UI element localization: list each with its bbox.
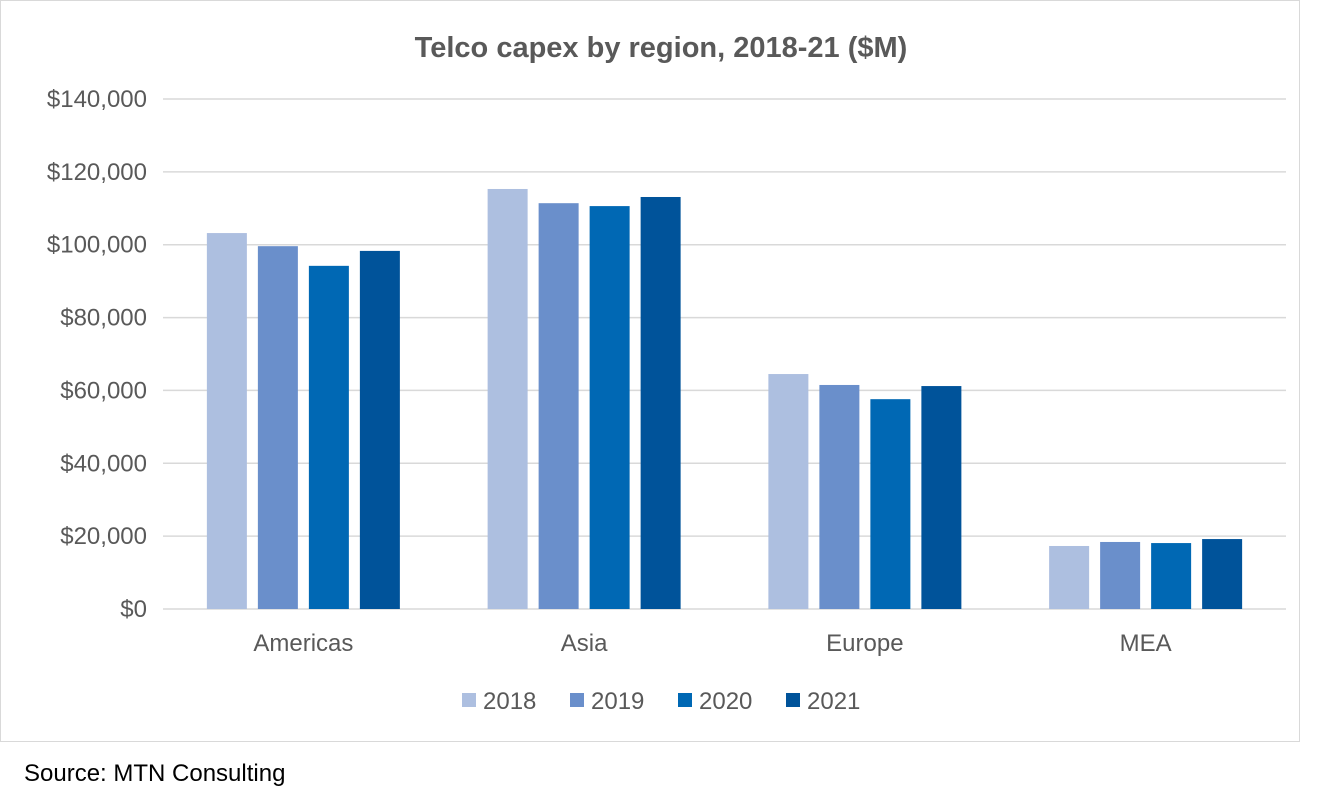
bar-asia-2020 <box>589 206 630 609</box>
y-tick-label: $120,000 <box>47 159 147 186</box>
bar-europe-2019 <box>819 384 860 609</box>
bar-americas-2018 <box>206 233 247 610</box>
y-tick-label: $0 <box>120 596 147 623</box>
y-tick-label: $140,000 <box>47 86 147 113</box>
chart-container: Telco capex by region, 2018-21 ($M) $0 $2… <box>0 0 1300 742</box>
source-note: Source: MTN Consulting <box>24 760 286 787</box>
x-tick-label: Europe <box>826 630 903 657</box>
bar-mea-2019 <box>1100 541 1141 609</box>
bar-europe-2018 <box>768 374 809 609</box>
y-tick-label: $80,000 <box>60 305 147 332</box>
bar-americas-2020 <box>308 265 349 609</box>
bar-asia-2018 <box>487 188 528 609</box>
legend-swatch-2019 <box>570 693 584 707</box>
bar-europe-2020 <box>870 399 911 609</box>
bar-europe-2021 <box>921 386 962 609</box>
legend-swatch-2021 <box>786 693 800 707</box>
legend-label-2019: 2019 <box>591 688 644 715</box>
bar-asia-2019 <box>538 203 579 609</box>
bar-chart: Telco capex by region, 2018-21 ($M) $0 $2… <box>47 32 1286 715</box>
legend-swatch-2020 <box>678 693 692 707</box>
legend-label-2020: 2020 <box>699 688 752 715</box>
bar-mea-2018 <box>1049 545 1090 609</box>
x-tick-label: Asia <box>561 630 608 657</box>
bar-americas-2021 <box>359 250 400 609</box>
bar-asia-2021 <box>640 196 681 609</box>
y-tick-label: $40,000 <box>60 450 147 477</box>
x-tick-label: MEA <box>1120 630 1172 657</box>
y-tick-label: $60,000 <box>60 377 147 404</box>
chart-title: Telco capex by region, 2018-21 ($M) <box>415 32 908 64</box>
bar-mea-2021 <box>1202 539 1243 609</box>
legend-label-2018: 2018 <box>483 688 536 715</box>
legend-label-2021: 2021 <box>807 688 860 715</box>
bar-mea-2020 <box>1151 543 1192 609</box>
bar-americas-2019 <box>257 246 298 609</box>
y-tick-label: $20,000 <box>60 523 147 550</box>
y-tick-label: $100,000 <box>47 232 147 259</box>
x-tick-label: Americas <box>253 630 353 657</box>
legend-swatch-2018 <box>462 693 476 707</box>
